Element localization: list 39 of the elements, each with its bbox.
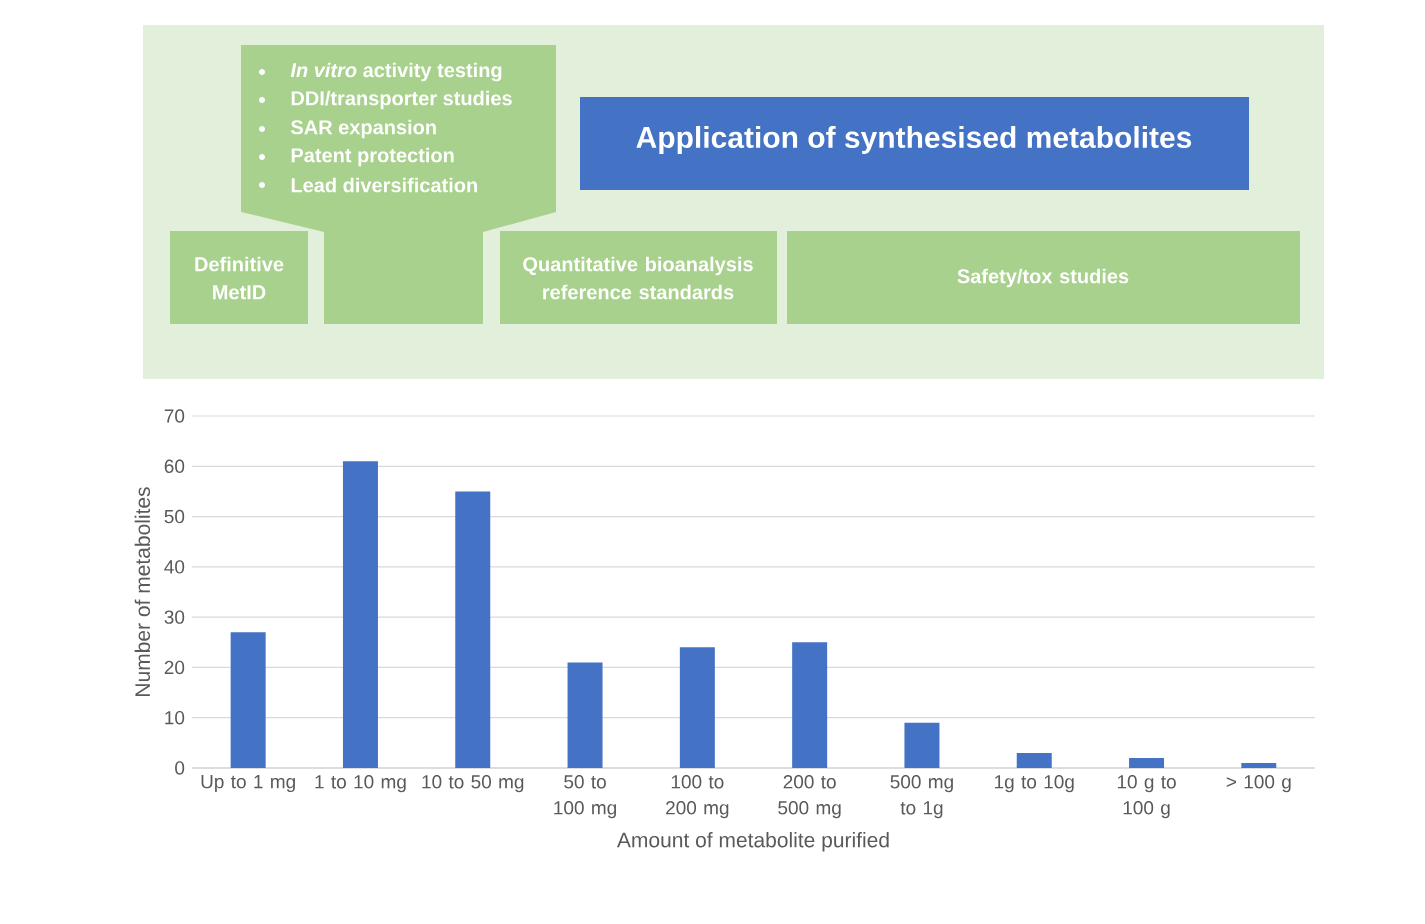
bar	[455, 491, 491, 768]
x-axis-title: Amount of metabolite purified	[616, 832, 889, 852]
text: Safety/tox studies	[957, 268, 1129, 288]
y-tick-label: 50	[164, 509, 185, 524]
x-tick-label: 1g to 10g	[995, 775, 1074, 793]
x-tick-label: 10 g to 100 g	[1117, 775, 1176, 819]
y-tick-label: 0	[175, 761, 185, 775]
text: Lead diversification	[291, 177, 477, 193]
y-tick-label: 40	[164, 560, 185, 574]
x-tick-label: 200 to 500 mg	[778, 775, 841, 819]
text: In vitro activity testing	[290, 62, 502, 82]
x-tick-label: 100 to 200 mg	[666, 775, 729, 819]
text: SAR expansion	[290, 119, 436, 139]
text: Quantitative bioanalysis reference standards	[523, 256, 753, 300]
y-tick-label: 20	[164, 660, 185, 675]
text: DDI/transporter studies	[291, 90, 512, 110]
y-tick-label: 60	[164, 459, 185, 474]
bar	[904, 722, 940, 768]
text: Definitive MetID	[195, 256, 284, 300]
bar	[679, 647, 715, 768]
text: Patent protection	[291, 147, 454, 167]
x-tick-label: Up to 1 mg	[201, 775, 295, 793]
bar	[1016, 752, 1052, 768]
text: Application of synthesised metabolites	[636, 126, 1192, 154]
bar	[792, 642, 828, 768]
x-tick-label: 500 mg to 1g	[890, 775, 953, 819]
y-tick-label: 10	[165, 710, 185, 725]
x-tick-label: 50 to 100 mg	[554, 775, 617, 819]
bar	[342, 461, 378, 768]
bar	[1129, 757, 1165, 768]
y-axis-title: Number of metabolites	[134, 487, 151, 696]
x-tick-label: 10 to 50 mg	[422, 775, 524, 793]
y-tick-label: 70	[164, 409, 185, 423]
y-tick-label: 30	[164, 610, 185, 624]
bar	[567, 662, 603, 768]
bar	[1241, 762, 1277, 768]
x-tick-label: 1 to 10 mg	[315, 775, 406, 793]
bar	[230, 632, 266, 768]
x-tick-label: > 100 g	[1226, 775, 1291, 793]
